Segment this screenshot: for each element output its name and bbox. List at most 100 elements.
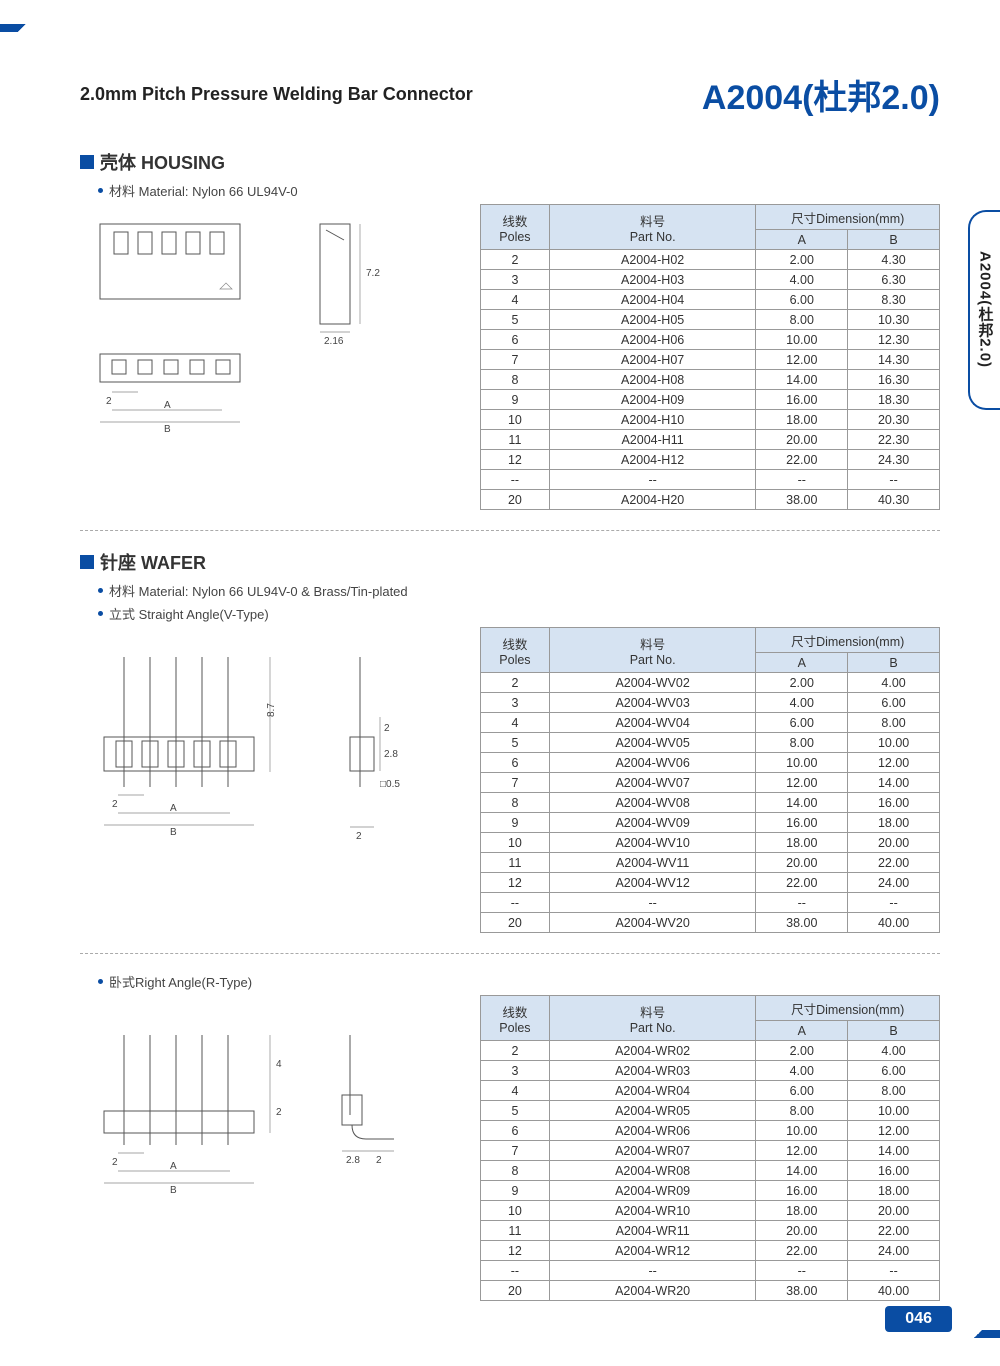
cell-dim-a: 4.00 xyxy=(756,1061,848,1081)
cell-dim-a: 4.00 xyxy=(756,693,848,713)
bullet-text: 材料 Material: Nylon 66 UL94V-0 & Brass/Ti… xyxy=(109,581,408,600)
cell-partno: A2004-WR20 xyxy=(549,1281,756,1301)
cell-poles: -- xyxy=(481,1261,550,1281)
cell-dim-b: 40.00 xyxy=(848,1281,940,1301)
spec-table: 线数Poles 料号Part No. 尺寸Dimension(mm) A B 2… xyxy=(480,627,940,933)
cell-partno: A2004-H12 xyxy=(549,450,756,470)
section-divider xyxy=(80,953,940,954)
cell-dim-b: 20.00 xyxy=(848,1201,940,1221)
cell-dim-b: 14.00 xyxy=(848,1141,940,1161)
svg-text:B: B xyxy=(164,424,171,434)
table-row: 2 A2004-H02 2.00 4.30 xyxy=(481,250,940,270)
svg-text:B: B xyxy=(170,827,177,838)
table-row: 10 A2004-H10 18.00 20.30 xyxy=(481,410,940,430)
table-row: 11 A2004-WV11 20.00 22.00 xyxy=(481,853,940,873)
bullet-item: 材料 Material: Nylon 66 UL94V-0 xyxy=(98,181,940,200)
cell-dim-b: 18.30 xyxy=(848,390,940,410)
section: 针座 WAFER 材料 Material: Nylon 66 UL94V-0 &… xyxy=(80,549,940,933)
cell-dim-b: 10.00 xyxy=(848,1101,940,1121)
cell-dim-a: 8.00 xyxy=(756,733,848,753)
cell-dim-b: 40.00 xyxy=(848,913,940,933)
cell-partno: A2004-WV12 xyxy=(549,873,756,893)
cell-dim-b: 22.00 xyxy=(848,1221,940,1241)
cell-poles: 8 xyxy=(481,793,550,813)
page-content: 2.0mm Pitch Pressure Welding Bar Connect… xyxy=(0,0,1000,1361)
table-row: -- -- -- -- xyxy=(481,1261,940,1281)
cell-dim-a: 14.00 xyxy=(756,370,848,390)
th-poles: 线数Poles xyxy=(481,205,550,250)
table-row: 5 A2004-WV05 8.00 10.00 xyxy=(481,733,940,753)
th-dimension: 尺寸Dimension(mm) xyxy=(756,996,940,1021)
table-row: 6 A2004-H06 10.00 12.30 xyxy=(481,330,940,350)
cell-poles: 20 xyxy=(481,1281,550,1301)
cell-dim-b: 24.00 xyxy=(848,1241,940,1261)
cell-poles: 7 xyxy=(481,1141,550,1161)
dot-icon xyxy=(98,979,103,984)
cell-poles: 4 xyxy=(481,713,550,733)
cell-dim-b: 24.30 xyxy=(848,450,940,470)
table-row: -- -- -- -- xyxy=(481,470,940,490)
page-subtitle: 2.0mm Pitch Pressure Welding Bar Connect… xyxy=(80,84,473,105)
table-row: 20 A2004-WR20 38.00 40.00 xyxy=(481,1281,940,1301)
cell-dim-b: 8.30 xyxy=(848,290,940,310)
cell-dim-a: 18.00 xyxy=(756,410,848,430)
cell-partno: A2004-WR06 xyxy=(549,1121,756,1141)
section-body: 4 2 2 A B 2.8 2 线数Poles 料号Part No. 尺寸Dim… xyxy=(80,995,940,1301)
th-poles: 线数Poles xyxy=(481,628,550,673)
cell-poles: 12 xyxy=(481,873,550,893)
cell-poles: 12 xyxy=(481,1241,550,1261)
th-partno: 料号Part No. xyxy=(549,628,756,673)
cell-dim-a: 16.00 xyxy=(756,1181,848,1201)
svg-text:2: 2 xyxy=(276,1107,282,1118)
th-dim-a: A xyxy=(756,653,848,673)
cell-dim-b: 10.00 xyxy=(848,733,940,753)
cell-partno: A2004-H08 xyxy=(549,370,756,390)
cell-poles: 3 xyxy=(481,270,550,290)
bullet-text: 立式 Straight Angle(V-Type) xyxy=(109,604,269,623)
cell-dim-b: 12.00 xyxy=(848,753,940,773)
cell-dim-b: 20.00 xyxy=(848,833,940,853)
th-poles: 线数Poles xyxy=(481,996,550,1041)
cell-partno: A2004-WR10 xyxy=(549,1201,756,1221)
square-bullet-icon xyxy=(80,155,94,169)
th-partno: 料号Part No. xyxy=(549,205,756,250)
cell-dim-a: 22.00 xyxy=(756,1241,848,1261)
cell-dim-b: 4.00 xyxy=(848,1041,940,1061)
cell-dim-a: 20.00 xyxy=(756,1221,848,1241)
table-row: 5 A2004-H05 8.00 10.30 xyxy=(481,310,940,330)
cell-dim-b: 12.00 xyxy=(848,1121,940,1141)
corner-decor-bottom xyxy=(956,1330,1000,1338)
table-row: 3 A2004-H03 4.00 6.30 xyxy=(481,270,940,290)
cell-partno: A2004-WV05 xyxy=(549,733,756,753)
cell-dim-a: 2.00 xyxy=(756,1041,848,1061)
cell-partno: A2004-WR04 xyxy=(549,1081,756,1101)
table-row: 3 A2004-WV03 4.00 6.00 xyxy=(481,693,940,713)
svg-text:2.16: 2.16 xyxy=(324,336,344,347)
table-row: 20 A2004-WV20 38.00 40.00 xyxy=(481,913,940,933)
cell-poles: 6 xyxy=(481,330,550,350)
cell-poles: 10 xyxy=(481,410,550,430)
th-dim-a: A xyxy=(756,230,848,250)
svg-text:A: A xyxy=(170,1161,177,1172)
cell-partno: A2004-WR07 xyxy=(549,1141,756,1161)
table-row: 20 A2004-H20 38.00 40.30 xyxy=(481,490,940,510)
cell-partno: A2004-H09 xyxy=(549,390,756,410)
th-dimension: 尺寸Dimension(mm) xyxy=(756,628,940,653)
cell-partno: A2004-WV11 xyxy=(549,853,756,873)
cell-partno: A2004-WV09 xyxy=(549,813,756,833)
cell-dim-a: 2.00 xyxy=(756,673,848,693)
svg-text:2: 2 xyxy=(112,799,118,810)
cell-dim-a: 12.00 xyxy=(756,1141,848,1161)
svg-text:4: 4 xyxy=(276,1059,282,1070)
svg-text:7.2: 7.2 xyxy=(366,268,380,279)
cell-dim-b: 6.30 xyxy=(848,270,940,290)
table-row: 4 A2004-WR04 6.00 8.00 xyxy=(481,1081,940,1101)
cell-poles: 4 xyxy=(481,1081,550,1101)
cell-dim-b: 18.00 xyxy=(848,1181,940,1201)
cell-partno: A2004-H07 xyxy=(549,350,756,370)
cell-dim-a: 12.00 xyxy=(756,773,848,793)
page-number-badge: 046 xyxy=(885,1306,952,1332)
spec-table: 线数Poles 料号Part No. 尺寸Dimension(mm) A B 2… xyxy=(480,995,940,1301)
table-row: 7 A2004-WV07 12.00 14.00 xyxy=(481,773,940,793)
cell-dim-b: 14.30 xyxy=(848,350,940,370)
